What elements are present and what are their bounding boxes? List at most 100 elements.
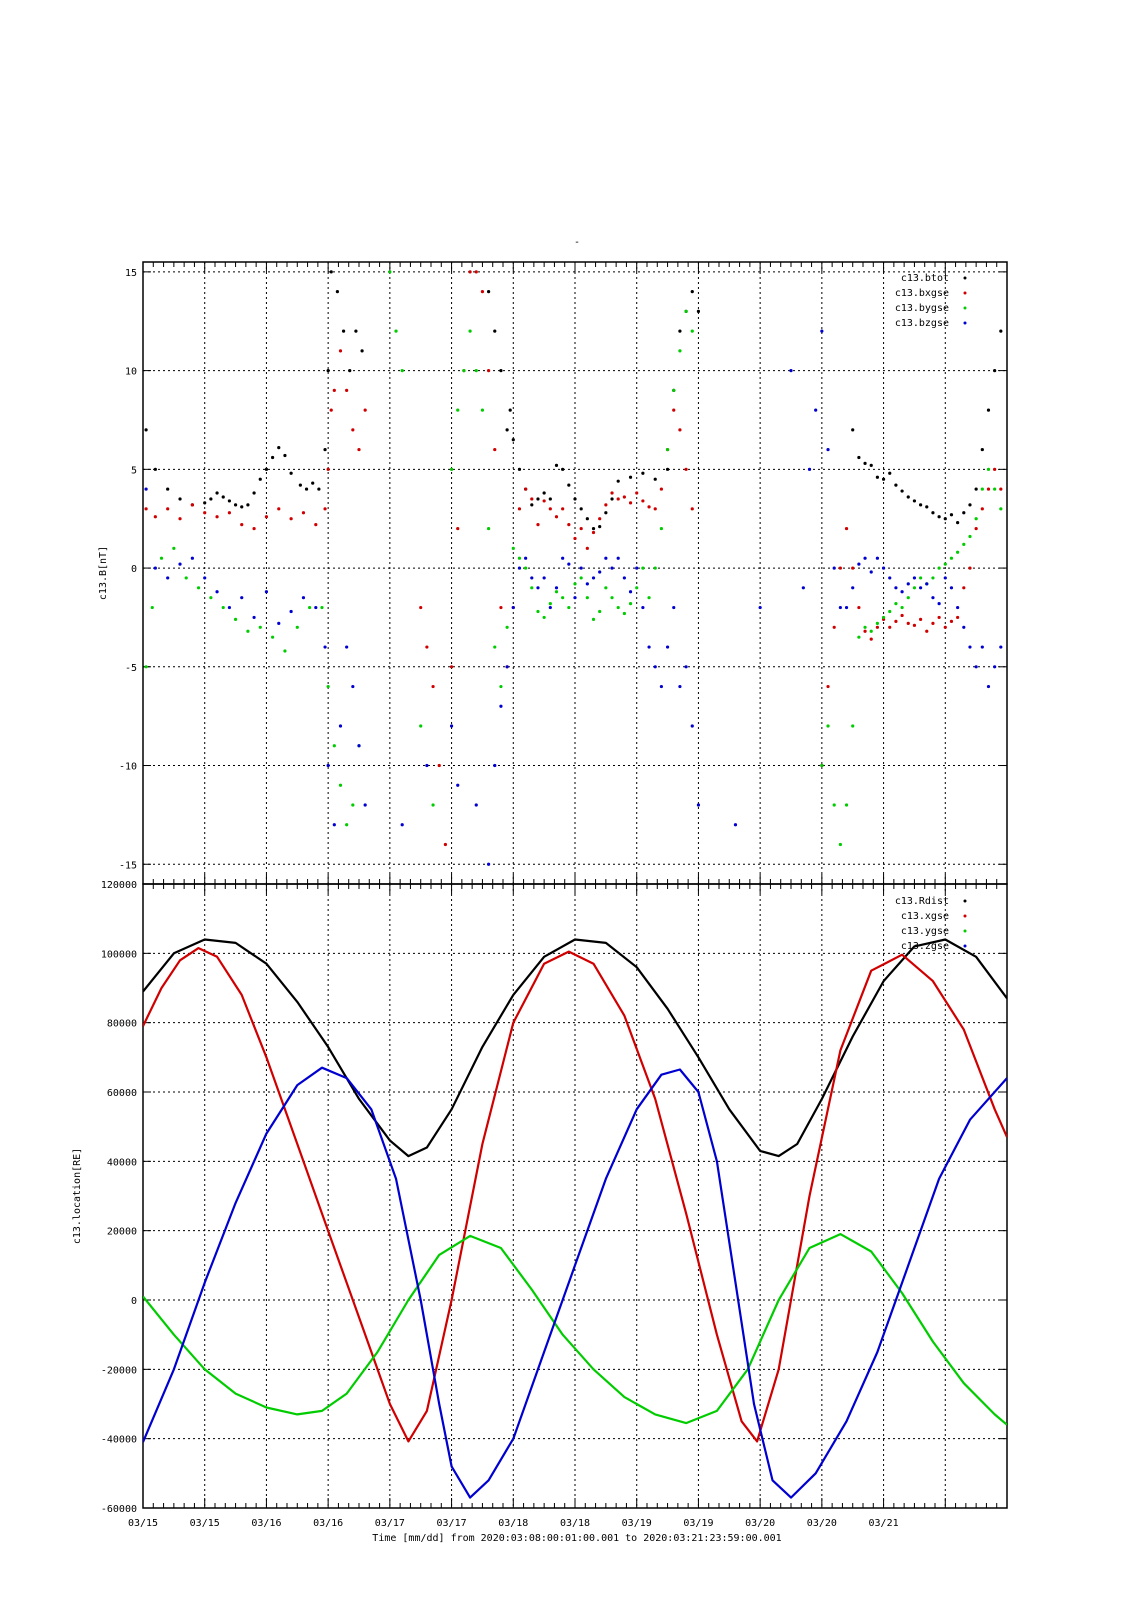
data-point-c13.bxgse bbox=[986, 487, 991, 491]
data-point-c13.bzgse bbox=[542, 576, 546, 580]
y-tick-label: 60000 bbox=[107, 1088, 137, 1099]
y-tick-label: 20000 bbox=[107, 1227, 137, 1238]
data-point-c13.bxgse bbox=[530, 497, 534, 501]
data-point-c13.btot bbox=[653, 477, 657, 481]
data-point-c13.bygse bbox=[659, 526, 664, 531]
data-point-c13.bzgse bbox=[635, 566, 639, 570]
data-point-c13.btot bbox=[505, 428, 509, 432]
data-point-c13.bzgse bbox=[678, 684, 682, 689]
data-point-c13.bzgse bbox=[323, 645, 327, 649]
x-tick-label: 03/17 bbox=[437, 1518, 467, 1529]
data-point-c13.btot bbox=[246, 503, 250, 507]
data-point-c13.btot bbox=[508, 408, 512, 412]
data-point-c13.bzgse bbox=[598, 570, 602, 574]
data-point-c13.bxgse bbox=[323, 507, 327, 511]
data-point-c13.bzgse bbox=[789, 369, 793, 373]
data-point-c13.bzgse bbox=[332, 823, 336, 827]
data-point-c13.btot bbox=[144, 428, 148, 432]
data-point-c13.btot bbox=[178, 497, 182, 501]
data-point-c13.bxgse bbox=[598, 517, 602, 521]
data-point-c13.bygse bbox=[906, 596, 910, 600]
data-point-c13.bygse bbox=[233, 617, 238, 622]
data-point-c13.btot bbox=[233, 503, 238, 507]
data-point-c13.btot bbox=[900, 489, 904, 493]
data-point-c13.bygse bbox=[672, 388, 676, 392]
data-point-c13.btot bbox=[277, 446, 281, 450]
data-point-c13.bxgse bbox=[517, 507, 522, 511]
data-point-c13.bygse bbox=[150, 605, 154, 610]
data-point-c13.bzgse bbox=[912, 576, 917, 580]
data-point-c13.bxgse bbox=[190, 503, 194, 507]
data-point-c13.btot bbox=[690, 290, 694, 294]
data-point-c13.bxgse bbox=[616, 497, 620, 501]
data-point-c13.bxgse bbox=[437, 763, 441, 768]
data-point-c13.bzgse bbox=[863, 556, 867, 560]
data-point-c13.bygse bbox=[345, 823, 349, 827]
data-point-c13.btot bbox=[203, 501, 207, 505]
data-point-c13.bzgse bbox=[203, 576, 207, 580]
data-point-c13.bygse bbox=[937, 566, 941, 570]
data-point-c13.btot bbox=[329, 270, 333, 274]
data-point-c13.btot bbox=[919, 503, 923, 507]
data-point-c13.bzgse bbox=[252, 615, 256, 620]
data-point-c13.bygse bbox=[499, 684, 503, 689]
data-point-c13.btot bbox=[289, 471, 293, 475]
data-point-c13.bzgse bbox=[579, 566, 583, 570]
data-point-c13.bygse bbox=[548, 602, 552, 606]
data-point-c13.bxgse bbox=[937, 615, 941, 620]
data-point-c13.btot bbox=[264, 467, 269, 471]
location-panel: -60000 -40000 -20000 0 20000 40000 60000 80000 1… bbox=[72, 880, 1008, 1529]
data-point-c13.bzgse bbox=[591, 576, 596, 580]
data-point-c13.bzgse bbox=[851, 586, 855, 590]
data-point-c13.bygse bbox=[209, 596, 213, 600]
legend-label: c13.Rdist bbox=[895, 896, 949, 907]
data-point-c13.bxgse bbox=[628, 501, 633, 505]
data-point-c13.bxgse bbox=[851, 566, 855, 570]
data-point-c13.bygse bbox=[968, 534, 972, 539]
data-point-c13.bygse bbox=[974, 517, 978, 521]
data-point-c13.bzgse bbox=[696, 803, 701, 807]
data-point-c13.bxgse bbox=[585, 546, 589, 550]
data-point-c13.btot bbox=[912, 499, 917, 503]
data-point-c13.bxgse bbox=[351, 428, 355, 432]
data-point-c13.bygse bbox=[505, 625, 509, 629]
data-point-c13.bxgse bbox=[900, 613, 904, 618]
data-point-c13.btot bbox=[591, 526, 596, 531]
data-point-c13.bxgse bbox=[443, 842, 447, 847]
data-point-c13.btot bbox=[665, 467, 670, 471]
data-point-c13.bygse bbox=[511, 546, 515, 550]
data-point-c13.bygse bbox=[665, 447, 670, 452]
data-point-c13.bzgse bbox=[968, 645, 972, 649]
data-point-c13.bzgse bbox=[881, 566, 886, 570]
legend-label: c13.zgse bbox=[901, 941, 949, 952]
data-point-c13.bxgse bbox=[943, 625, 947, 629]
y-tick-label: -10 bbox=[119, 762, 137, 773]
data-point-c13.bygse bbox=[295, 625, 299, 629]
data-point-c13.bygse bbox=[888, 609, 892, 614]
data-point-c13.bygse bbox=[258, 625, 262, 629]
data-point-c13.bzgse bbox=[956, 605, 960, 610]
data-point-c13.bxgse bbox=[166, 507, 170, 511]
data-point-c13.bxgse bbox=[993, 467, 997, 471]
data-point-c13.bxgse bbox=[548, 507, 552, 511]
data-point-c13.bzgse bbox=[326, 763, 330, 768]
data-point-c13.bygse bbox=[641, 566, 645, 570]
data-point-c13.btot bbox=[869, 463, 873, 467]
data-point-c13.btot bbox=[530, 503, 534, 507]
data-point-c13.bzgse bbox=[144, 487, 148, 491]
data-point-c13.bygse bbox=[844, 803, 849, 807]
data-point-c13.bxgse bbox=[487, 369, 491, 373]
data-point-c13.bzgse bbox=[980, 645, 984, 649]
data-point-c13.btot bbox=[931, 511, 935, 515]
series-group bbox=[144, 270, 1003, 866]
data-point-c13.bygse bbox=[308, 605, 312, 610]
data-point-c13.bzgse bbox=[906, 582, 910, 586]
page-title: - bbox=[574, 237, 580, 248]
data-point-c13.btot bbox=[857, 455, 861, 460]
y-tick-label: 120000 bbox=[101, 880, 137, 891]
data-point-c13.bygse bbox=[320, 605, 324, 610]
data-point-c13.bygse bbox=[993, 487, 997, 491]
data-point-c13.bzgse bbox=[351, 684, 355, 689]
data-point-c13.btot bbox=[974, 487, 978, 491]
